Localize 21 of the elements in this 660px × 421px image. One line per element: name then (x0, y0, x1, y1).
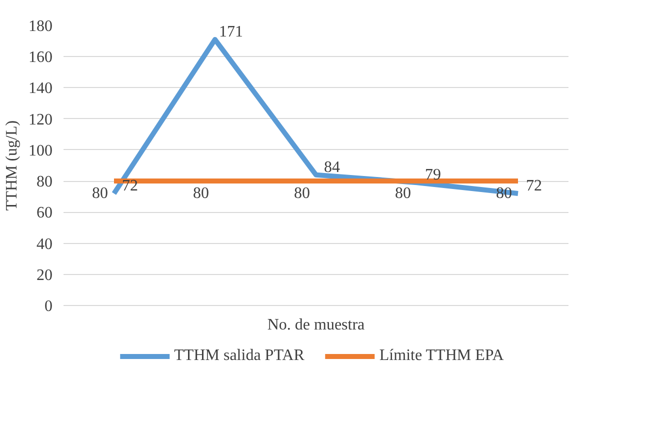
y-tick-label: 80 (36, 174, 52, 191)
data-label: 84 (324, 158, 340, 176)
y-tick-label: 60 (36, 204, 52, 222)
y-axis-title: TTHM (ug/L) (4, 120, 20, 211)
x-axis-title: No. de muestra (267, 316, 365, 334)
data-label: 80 (193, 185, 209, 202)
data-label: 72 (526, 178, 542, 194)
y-tick-label: 20 (36, 266, 52, 284)
y-tick-label: 0 (44, 298, 52, 315)
y-tick-label: 120 (28, 111, 52, 128)
data-label: 80 (92, 185, 108, 202)
data-label: 80 (395, 185, 411, 202)
data-label: 171 (219, 24, 243, 40)
y-tick-label: 140 (28, 80, 52, 98)
legend-label: Límite TTHM EPA (379, 347, 504, 365)
y-tick-label: 40 (36, 236, 52, 253)
y-tick-label: 160 (28, 49, 52, 66)
legend-label: TTHM salida PTAR (174, 347, 304, 365)
data-label: 80 (294, 185, 310, 202)
y-tick-label: 100 (28, 142, 52, 160)
y-tick-label: 180 (28, 18, 52, 35)
